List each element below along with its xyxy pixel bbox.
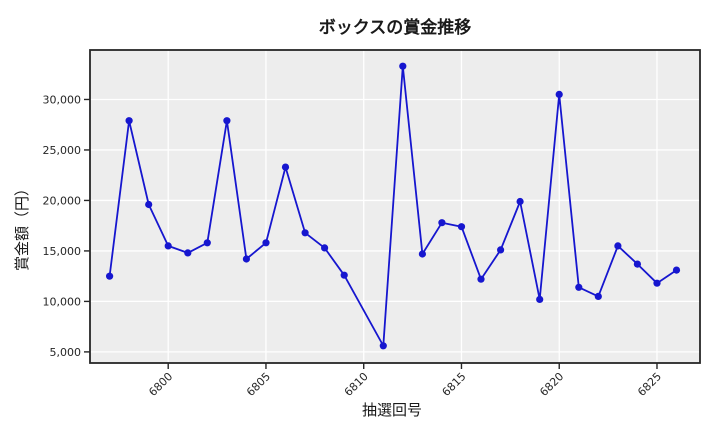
y-tick-label: 20,000: [43, 194, 82, 207]
data-point: [125, 117, 133, 125]
data-point: [164, 242, 172, 250]
x-tick-label: 6820: [537, 370, 566, 399]
chart-title: ボックスの賞金推移: [319, 17, 472, 38]
data-point: [223, 117, 231, 125]
x-tick-label: 6815: [440, 370, 469, 399]
y-tick-label: 10,000: [43, 295, 82, 308]
data-point: [438, 219, 446, 227]
data-point: [516, 197, 524, 206]
data-point: [633, 260, 642, 268]
x-tick-label: 6805: [244, 370, 273, 399]
data-point: [594, 292, 602, 300]
x-tick-label: 6800: [146, 370, 175, 399]
y-tick-label: 15,000: [43, 245, 82, 258]
y-tick-label: 25,000: [43, 144, 82, 157]
data-point: [262, 239, 270, 247]
data-point: [555, 90, 563, 98]
data-point: [321, 244, 329, 252]
data-point: [340, 271, 348, 279]
data-point: [379, 342, 387, 350]
plot-border: [89, 49, 701, 364]
data-point: [184, 249, 192, 257]
data-point: [106, 272, 114, 280]
data-point: [672, 266, 681, 274]
x-axis-label: 抽選回号: [362, 401, 422, 419]
plot-area: [90, 50, 700, 363]
data-point: [477, 275, 485, 283]
data-point: [457, 223, 466, 231]
y-tick-label: 30,000: [43, 93, 82, 106]
data-point: [614, 242, 622, 250]
y-axis-label: 賞金額（円）: [13, 181, 31, 271]
x-tick-label: 6810: [342, 370, 371, 399]
data-point: [418, 250, 426, 258]
data-point: [575, 283, 583, 291]
data-point: [203, 239, 211, 247]
data-point: [653, 279, 661, 287]
data-point: [536, 295, 544, 303]
data-point: [145, 200, 153, 209]
data-point: [399, 62, 407, 70]
x-tick-label: 6825: [635, 370, 664, 399]
y-tick-label: 5,000: [50, 346, 82, 359]
data-point: [497, 246, 505, 254]
data-point: [281, 163, 290, 171]
data-point: [301, 229, 309, 237]
data-point: [242, 255, 250, 263]
